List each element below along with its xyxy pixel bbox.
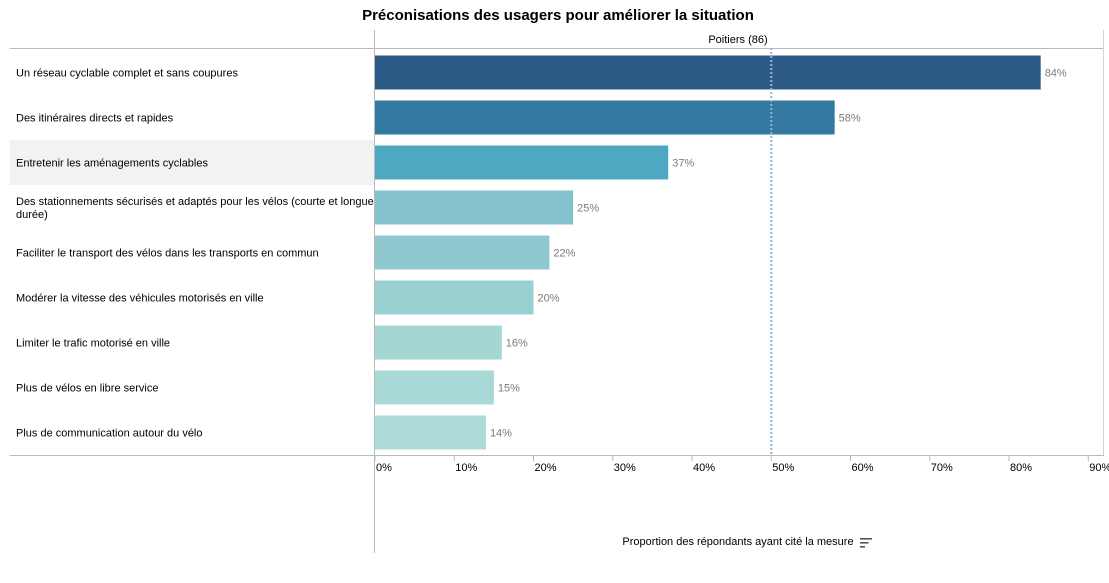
data-label: 20% xyxy=(538,293,560,305)
value-labels: 84% 58% 37% 25% 22% 20% 16% 15% 14% xyxy=(490,68,1067,440)
data-label: 15% xyxy=(498,383,520,395)
data-label: 84% xyxy=(1045,68,1067,80)
category-label: Un réseau cyclable complet et sans coupu… xyxy=(16,68,238,80)
bar[interactable] xyxy=(375,325,502,360)
category-label: Limiter le trafic motorisé en ville xyxy=(16,338,170,350)
x-tick-label: 80% xyxy=(1010,462,1032,474)
bar[interactable] xyxy=(375,415,486,450)
data-label: 25% xyxy=(577,203,599,215)
sort-descending-icon[interactable] xyxy=(860,538,872,548)
bar[interactable] xyxy=(375,190,574,225)
x-tick-label: 60% xyxy=(852,462,874,474)
data-label: 14% xyxy=(490,428,512,440)
chart-frame xyxy=(10,30,1104,553)
chart-title: Préconisations des usagers pour améliore… xyxy=(362,7,754,24)
x-tick-label: 30% xyxy=(614,462,636,474)
pane-header: Poitiers (86) xyxy=(708,34,767,46)
x-axis-ticks: 0% 10% 20% 30% 40% 50% 60% 70% 80% 90% xyxy=(374,456,1109,474)
row-highlight-layer xyxy=(10,140,374,185)
data-label: 16% xyxy=(506,338,528,350)
category-label: Des stationnements sécurisés et adaptés … xyxy=(16,196,374,221)
x-tick-label: 50% xyxy=(772,462,794,474)
x-tick-label: 70% xyxy=(931,462,953,474)
x-tick-label: 10% xyxy=(455,462,477,474)
category-label: Entretenir les aménagements cyclables xyxy=(16,158,208,170)
category-label: Faciliter le transport des vélos dans le… xyxy=(16,248,319,260)
category-label: Modérer la vitesse des véhicules motoris… xyxy=(16,293,264,305)
x-tick-label: 0% xyxy=(376,462,392,474)
data-label: 22% xyxy=(553,248,575,260)
bar[interactable] xyxy=(375,145,669,180)
x-tick-label: 90% xyxy=(1089,462,1109,474)
category-label: Des itinéraires directs et rapides xyxy=(16,113,174,125)
bar[interactable] xyxy=(375,280,534,315)
category-label: Plus de vélos en libre service xyxy=(16,383,158,395)
bar[interactable] xyxy=(375,55,1041,90)
data-label: 58% xyxy=(839,113,861,125)
bars-layer xyxy=(375,55,1041,450)
bar[interactable] xyxy=(375,235,550,270)
data-label: 37% xyxy=(672,158,694,170)
bar[interactable] xyxy=(375,100,835,135)
row-highlight xyxy=(10,140,374,185)
x-axis-title: Proportion des répondants ayant cité la … xyxy=(622,536,853,548)
x-tick-label: 20% xyxy=(535,462,557,474)
bar[interactable] xyxy=(375,370,494,405)
category-labels: Un réseau cyclable complet et sans coupu… xyxy=(16,68,374,440)
category-label: Plus de communication autour du vélo xyxy=(16,428,203,440)
x-tick-label: 40% xyxy=(693,462,715,474)
